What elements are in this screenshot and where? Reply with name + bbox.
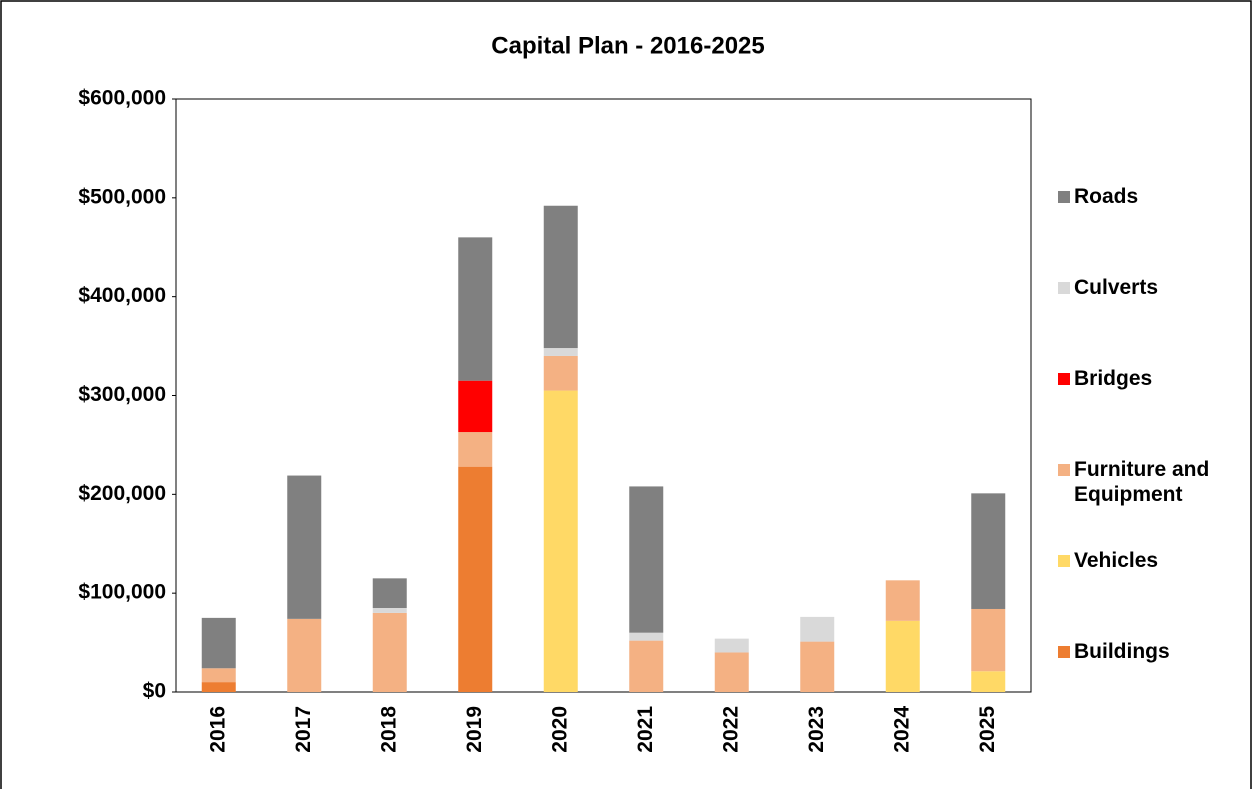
bar-segment xyxy=(543,205,578,349)
y-tick-label: $500,000 xyxy=(78,185,166,208)
y-tick-label: $100,000 xyxy=(78,581,166,604)
legend-label: Bridges xyxy=(1074,367,1153,390)
bar-segment xyxy=(372,612,407,692)
x-tick-label: 2024 xyxy=(890,706,913,753)
y-tick-label: $200,000 xyxy=(78,482,166,505)
legend-swatch xyxy=(1058,373,1070,385)
bar-segment xyxy=(543,348,578,356)
legend-entry: Vehicles xyxy=(1058,548,1248,573)
bar-segment xyxy=(971,671,1006,692)
legend-swatch xyxy=(1058,191,1070,203)
legend-swatch xyxy=(1058,464,1070,476)
bar-segment xyxy=(287,475,322,619)
bar-segment xyxy=(543,390,578,692)
legend-label: Buildings xyxy=(1074,640,1170,663)
bar-segment xyxy=(714,652,749,692)
y-tick-label: $400,000 xyxy=(78,284,166,307)
legend-entry: Roads xyxy=(1058,184,1248,209)
x-tick-label: 2022 xyxy=(719,706,742,753)
bar-segment xyxy=(885,580,920,621)
x-tick-label: 2020 xyxy=(548,706,571,753)
bar-segment xyxy=(372,578,407,608)
bar-segment xyxy=(458,380,493,433)
legend-swatch xyxy=(1058,646,1070,658)
bar-segment xyxy=(287,618,322,692)
legend-label: Furniture and Equipment xyxy=(1074,458,1210,506)
bar-segment xyxy=(971,608,1006,672)
bar-segment xyxy=(372,607,407,613)
bar-segment xyxy=(800,616,835,642)
bar-segment xyxy=(800,641,835,692)
bar-segment xyxy=(629,632,664,641)
bar-segment xyxy=(458,466,493,692)
x-tick-label: 2018 xyxy=(377,706,400,753)
x-tick-label: 2017 xyxy=(292,706,315,753)
bar-segment xyxy=(458,432,493,467)
legend-label: Culverts xyxy=(1074,276,1159,299)
bar-segment xyxy=(629,640,664,692)
bar-segment xyxy=(201,617,236,669)
y-tick-label: $0 xyxy=(143,680,166,703)
bar-segment xyxy=(714,638,749,653)
x-tick-label: 2016 xyxy=(206,706,229,753)
chart-title: Capital Plan - 2016-2025 xyxy=(491,32,764,59)
legend-entry: Furniture and Equipment xyxy=(1058,457,1248,507)
bar-segment xyxy=(885,620,920,692)
x-tick-label: 2025 xyxy=(976,706,999,753)
bar-segment xyxy=(971,493,1006,609)
legend-entry: Bridges xyxy=(1058,366,1248,391)
legend-swatch xyxy=(1058,282,1070,294)
legend-swatch xyxy=(1058,555,1070,567)
bar-segment xyxy=(201,668,236,683)
bar-segment xyxy=(629,486,664,633)
legend-entry: Culverts xyxy=(1058,275,1248,300)
y-tick-label: $600,000 xyxy=(78,87,166,110)
legend-label: Vehicles xyxy=(1074,549,1159,572)
x-tick-label: 2023 xyxy=(805,706,828,753)
y-tick-label: $300,000 xyxy=(78,383,166,406)
legend-entry: Buildings xyxy=(1058,639,1248,664)
bar-segment xyxy=(201,682,236,692)
x-tick-label: 2019 xyxy=(463,706,486,753)
x-tick-label: 2021 xyxy=(634,706,657,753)
legend-label: Roads xyxy=(1074,185,1139,208)
bar-segment xyxy=(458,237,493,381)
bar-segment xyxy=(543,355,578,391)
